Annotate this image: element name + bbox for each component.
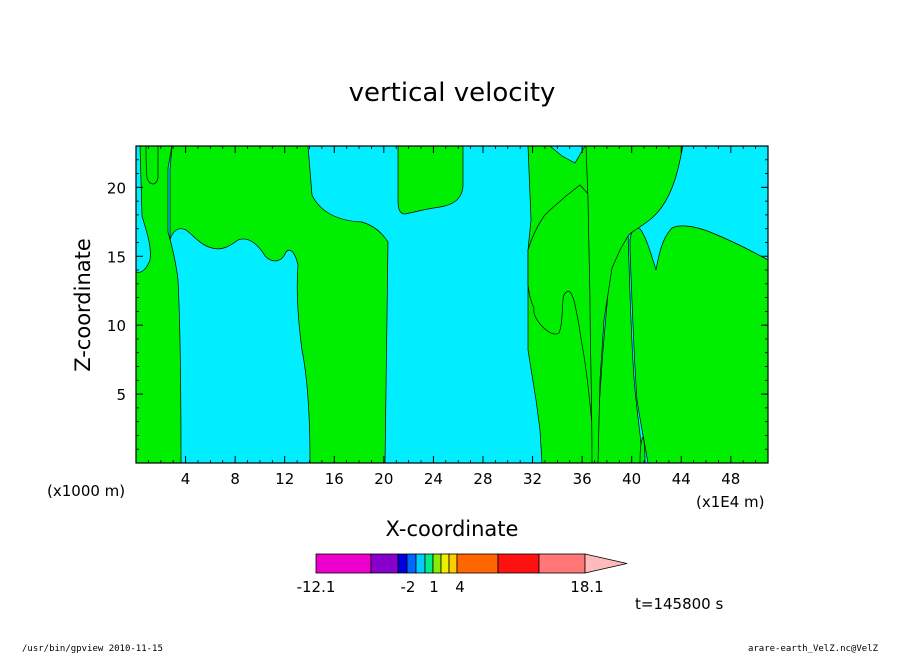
x-tick-label: 24 <box>424 470 443 488</box>
x-tick-label: 8 <box>230 470 240 488</box>
positive-region-2 <box>145 145 159 185</box>
colorbar-labels: -12.1 -2 1 4 18.1 <box>297 578 604 596</box>
colorbar-segment <box>440 553 450 574</box>
positive-region-10 <box>585 145 684 464</box>
plot-frame <box>135 145 769 464</box>
colorbar-tick-label: 18.1 <box>570 578 603 596</box>
x-tick-label: 12 <box>275 470 294 488</box>
x-unit-left: (x1000 m) <box>47 482 125 500</box>
y-tick-label: 15 <box>107 248 126 266</box>
colorbar-segment <box>448 553 458 574</box>
y-axis: 5 10 15 20 <box>107 159 768 450</box>
colorbar-tick-label: 1 <box>429 578 439 596</box>
x-unit-right: (x1E4 m) <box>696 493 765 511</box>
colorbar-segment <box>424 553 434 574</box>
colorbar-arrow <box>584 553 628 574</box>
x-tick-label: 16 <box>325 470 344 488</box>
time-label: t=145800 s <box>635 595 723 613</box>
colorbar-tick-label: -2 <box>401 578 416 596</box>
x-tick-label: 28 <box>473 470 492 488</box>
x-tick-label: 32 <box>523 470 542 488</box>
chart-title: vertical velocity <box>349 78 556 108</box>
colorbar <box>315 553 628 574</box>
x-tick-label: 4 <box>181 470 191 488</box>
y-tick-label: 5 <box>116 386 126 404</box>
positive-region-3 <box>169 145 389 464</box>
x-tick-label: 36 <box>573 470 592 488</box>
x-axis-label: X-coordinate <box>386 517 519 541</box>
colorbar-segment <box>370 553 399 574</box>
positive-regions <box>135 145 769 464</box>
y-axis-label: Z-coordinate <box>71 238 95 372</box>
colorbar-tick-label: 4 <box>455 578 465 596</box>
positive-region-1 <box>135 145 182 464</box>
footer-program: /usr/bin/gpview 2010-11-15 <box>22 644 163 654</box>
colorbar-segment <box>415 553 426 574</box>
colorbar-segment <box>456 553 499 574</box>
colorbar-segment <box>497 553 540 574</box>
colorbar-segment <box>397 553 408 574</box>
colorbar-segment <box>538 553 586 574</box>
footer-file: arare-earth_VelZ.nc@VelZ <box>748 644 879 654</box>
plot-area <box>135 145 769 464</box>
x-tick-label: 48 <box>721 470 740 488</box>
positive-region-4 <box>397 145 464 215</box>
y-tick-label: 10 <box>107 317 126 335</box>
x-tick-label: 44 <box>672 470 691 488</box>
x-tick-label: 40 <box>622 470 641 488</box>
positive-region-9 <box>639 436 646 464</box>
positive-region-8 <box>594 231 644 464</box>
colorbar-tick-label: -12.1 <box>297 578 336 596</box>
colorbar-segment <box>315 553 372 574</box>
y-tick-label: 20 <box>107 179 126 197</box>
x-tick-label: 20 <box>374 470 393 488</box>
x-axis: 4 8 12 16 20 24 28 32 36 40 44 48 <box>147 146 757 488</box>
positive-region-7 <box>629 225 769 464</box>
colorbar-segment <box>432 553 442 574</box>
colorbar-segment <box>406 553 417 574</box>
